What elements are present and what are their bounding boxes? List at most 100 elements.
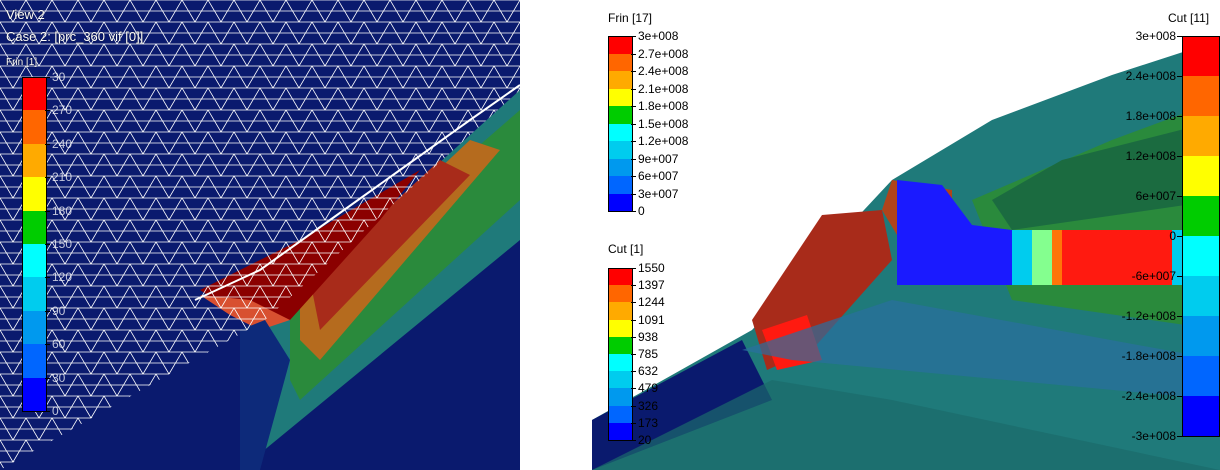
legend-swatch [608, 123, 633, 141]
legend-tick-label: 6e+007 [1135, 189, 1176, 203]
legend-tick-mark [45, 244, 50, 245]
mesh-view-panel[interactable]: View 2 Case 2: [prc_360 vif [0]] Frin [1… [0, 0, 520, 470]
legend-swatch [1182, 116, 1220, 156]
legend-swatch [1182, 196, 1220, 236]
contour-view-panel[interactable]: Frin [17] 3e+008 2.7e+008 2.4e+008 2.1e+008… [592, 0, 1220, 470]
legend-swatch [608, 422, 633, 441]
legend-tick-mark [631, 53, 636, 55]
legend-tick-label: 173 [638, 415, 659, 430]
legend-swatch [22, 344, 47, 378]
legend-tick-label: 90 [52, 303, 66, 318]
legend-tick-mark [1177, 116, 1182, 117]
legend-swatch [22, 310, 47, 345]
legend-swatch [22, 244, 47, 278]
left-color-legend: 30 270 240 210 180 150 120 90 60 30 0 [22, 71, 102, 418]
legend-tick-mark [631, 71, 636, 72]
legend-tick-mark [631, 336, 636, 338]
legend-tick-label: 2.1e+008 [638, 81, 689, 96]
legend-tick-label: 938 [638, 329, 659, 344]
legend-tick-label: 1.2e+008 [1125, 149, 1176, 163]
legend-tick-label: 270 [52, 103, 73, 118]
legend-tick-label: 479 [638, 381, 659, 396]
legend-swatch [608, 319, 633, 337]
legend-swatch [608, 106, 633, 124]
legend-tick-mark [631, 319, 636, 321]
legend-swatch [1182, 356, 1220, 396]
legend-tick-mark [1177, 196, 1182, 197]
legend-swatch [22, 377, 47, 412]
legend-tick-mark [631, 211, 636, 212]
legend-swatch [22, 177, 47, 211]
mesh-contour-plot [0, 0, 520, 470]
legend-tick-mark [631, 440, 636, 441]
legend-tick-label: 150 [52, 237, 73, 251]
legend-tick-mark [45, 77, 50, 78]
cut11-color-legend: 3e+008 2.4e+008 1.8e+008 1.2e+008 6e+007 0 -6e… [1122, 30, 1220, 442]
legend-tick-label: 0 [1169, 229, 1176, 243]
legend-tick-label: 0 [52, 404, 59, 418]
legend-tick-mark [45, 277, 50, 279]
legend-tick-mark [1177, 356, 1182, 357]
legend-tick-mark [631, 158, 636, 160]
legend-tick-mark [631, 88, 636, 90]
legend-tick-mark [1177, 236, 1182, 237]
legend-tick-label: 180 [52, 203, 73, 218]
legend-swatch [608, 36, 633, 55]
legend-swatch [608, 88, 633, 106]
legend-tick-mark [631, 268, 636, 269]
legend-tick-mark [631, 302, 636, 304]
legend-tick-mark [45, 310, 50, 312]
legend-tick-label: 2.4e+008 [638, 64, 689, 78]
legend-swatch [608, 371, 633, 389]
legend-tick-label: 20 [638, 433, 652, 447]
legend-swatch [22, 210, 47, 244]
legend-swatch [1182, 156, 1220, 196]
legend-tick-label: 30 [52, 370, 66, 385]
legend-tick-mark [45, 344, 50, 346]
legend-tick-mark [1177, 316, 1182, 317]
legend-swatch [608, 388, 633, 406]
legend-tick-mark [1177, 36, 1182, 37]
legend-swatch [608, 285, 633, 303]
contour-plot [592, 0, 1220, 470]
legend-tick-mark [45, 177, 50, 179]
legend-tick-mark [1177, 76, 1182, 77]
cut1-color-legend: 1550 1397 1244 1091 938 785 632 479 326 173 20 [608, 262, 708, 447]
legend-tick-label: -3e+008 [1131, 429, 1176, 443]
legend-tick-mark [45, 210, 50, 212]
legend-tick-mark [45, 110, 50, 112]
legend-tick-mark [631, 388, 636, 390]
legend-tick-label: 3e+008 [638, 29, 679, 43]
legend-tick-label: 6e+007 [638, 169, 679, 183]
legend-swatch [608, 268, 633, 287]
legend-tick-label: 0 [638, 204, 645, 218]
legend-tick-label: 3e+007 [638, 186, 679, 201]
legend-swatch [1182, 276, 1220, 316]
legend-swatch [608, 336, 633, 354]
legend-swatch [608, 71, 633, 89]
legend-tick-mark [631, 405, 636, 407]
legend-tick-mark [631, 176, 636, 177]
legend-tick-mark [1177, 276, 1182, 277]
legend-tick-mark [631, 106, 636, 107]
legend-swatch [1182, 236, 1220, 276]
legend-tick-label: 1244 [638, 295, 665, 310]
legend-swatch [1182, 36, 1220, 77]
legend-tick-mark [631, 141, 636, 142]
legend-tick-label: 2.7e+008 [638, 46, 689, 61]
legend-tick-mark [631, 354, 636, 355]
legend-tick-mark [1177, 156, 1182, 157]
legend-swatch [608, 176, 633, 194]
cut1-legend-title: Cut [1] [608, 242, 644, 256]
legend-tick-label: 2.4e+008 [1125, 69, 1176, 83]
legend-tick-mark [631, 36, 636, 37]
legend-swatch [22, 277, 47, 311]
legend-tick-mark [45, 377, 50, 379]
legend-swatch [22, 77, 47, 112]
legend-tick-mark [45, 411, 50, 412]
legend-tick-mark [631, 285, 636, 287]
legend-tick-label: 1.8e+008 [1125, 109, 1176, 123]
legend-tick-mark [631, 371, 636, 373]
legend-tick-label: 326 [638, 398, 659, 413]
view-title: View 2 [6, 7, 45, 22]
